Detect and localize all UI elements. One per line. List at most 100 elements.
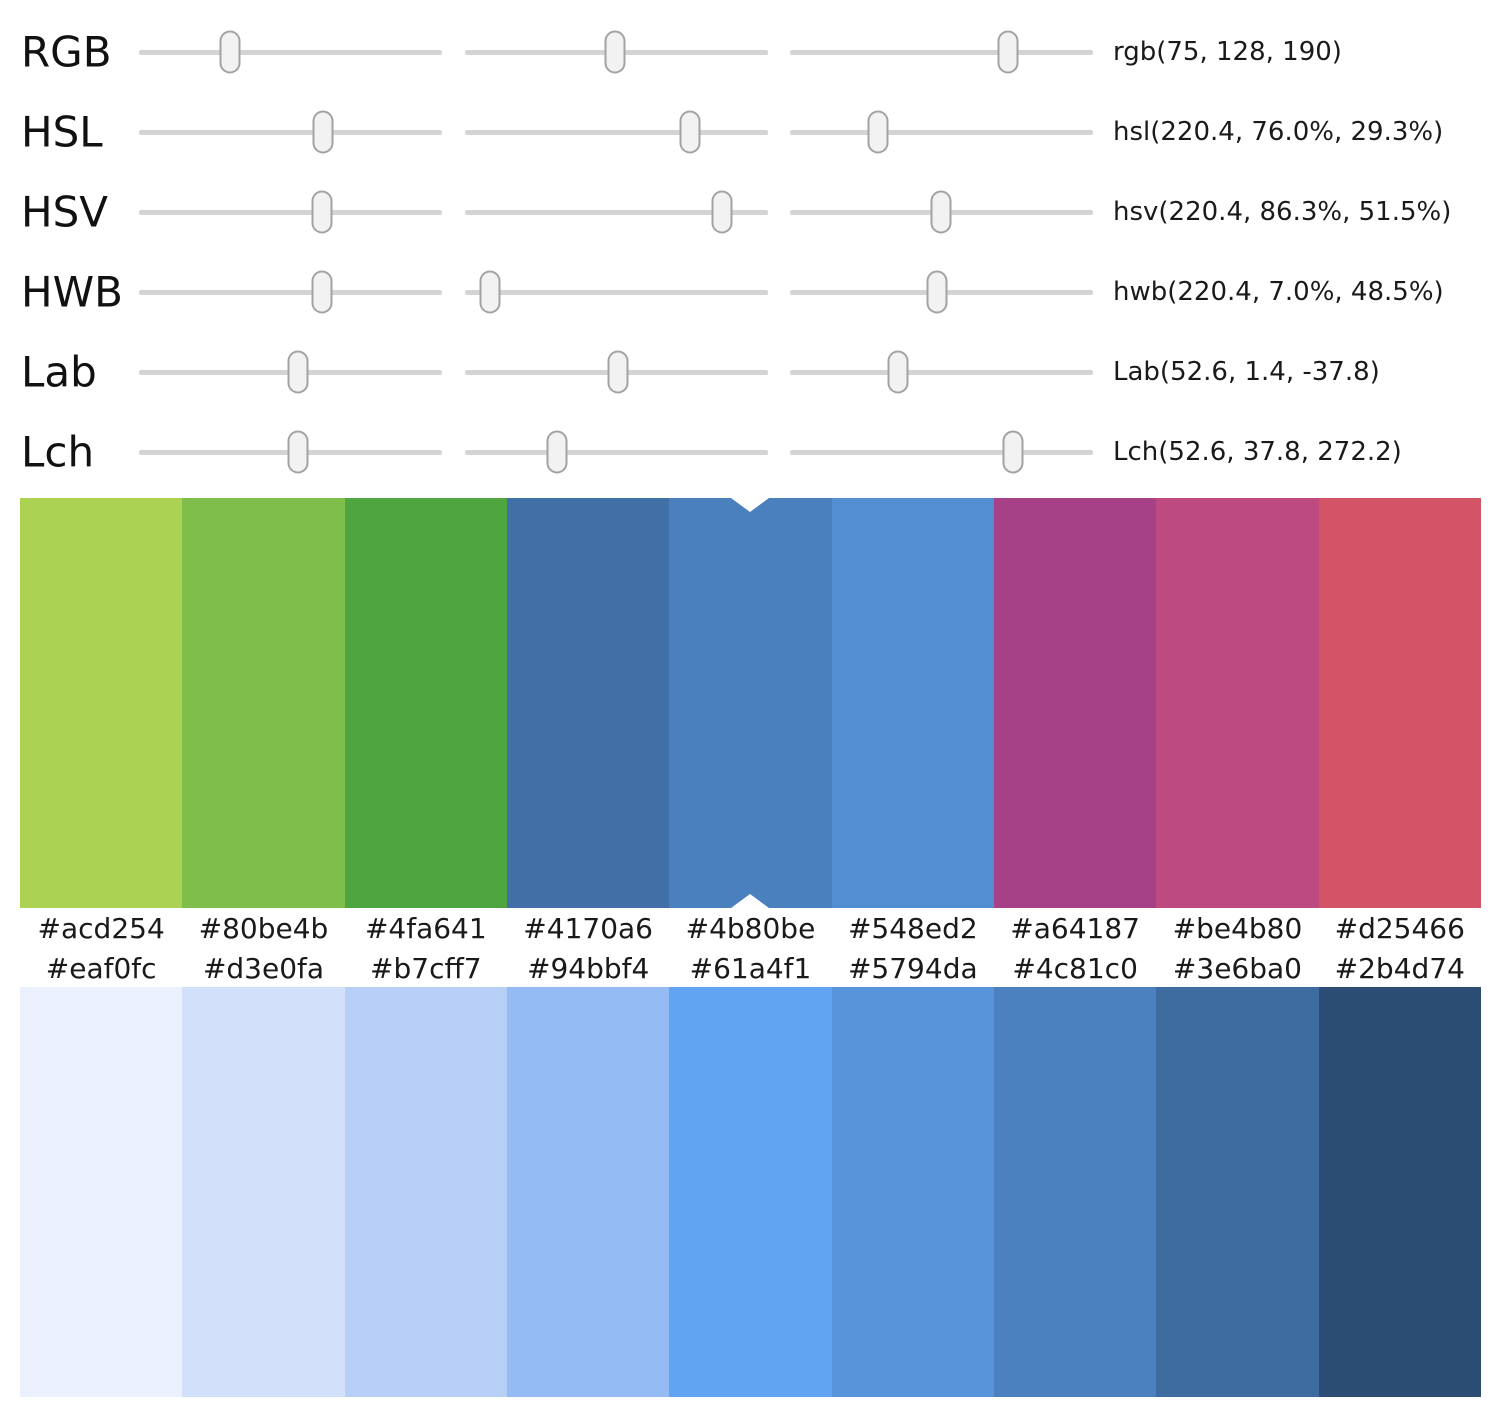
slider-thumb[interactable] [926, 270, 948, 314]
hex-code-label: #4170a6 [523, 912, 653, 945]
hex-code-label: #b7cff7 [370, 952, 482, 985]
slider-row-hsv: HSV hsv(220.4, 86.3%, 51.5%) [0, 172, 1501, 252]
slider-track[interactable] [790, 130, 1093, 135]
hwb-slider-1[interactable] [139, 252, 442, 332]
slider-track[interactable] [465, 210, 768, 215]
lab-slider-2[interactable] [465, 332, 768, 412]
hex-code-label: #61a4f1 [689, 952, 812, 985]
slider-track[interactable] [139, 290, 442, 295]
luminance-palette-swatch[interactable] [831, 987, 994, 1397]
slider-thumb[interactable] [711, 190, 733, 234]
slider-row-hwb: HWB hwb(220.4, 7.0%, 48.5%) [0, 252, 1501, 332]
hsl-slider-3[interactable] [790, 92, 1093, 172]
slider-row-hsl: HSL hsl(220.4, 76.0%, 29.3%) [0, 92, 1501, 172]
hex-code-label: #2b4d74 [1334, 952, 1465, 985]
slider-track[interactable] [465, 290, 768, 295]
lch-slider-2[interactable] [465, 412, 768, 492]
hex-code-label: #4fa641 [364, 912, 487, 945]
slider-thumb[interactable] [1002, 430, 1024, 474]
hwb-slider-3[interactable] [790, 252, 1093, 332]
luminance-palette-swatch[interactable] [506, 987, 670, 1397]
luminance-palette-swatch[interactable] [20, 987, 183, 1397]
slider-row-label-hsv: HSV [21, 187, 108, 237]
hex-code-label: #eaf0fc [45, 952, 157, 985]
slider-thumb[interactable] [604, 30, 626, 74]
slider-thumb[interactable] [887, 350, 909, 394]
slider-thumb[interactable] [997, 30, 1019, 74]
hsv-slider-3[interactable] [790, 172, 1093, 252]
slider-track[interactable] [139, 210, 442, 215]
rgb-slider-2[interactable] [465, 12, 768, 92]
slider-thumb[interactable] [311, 270, 333, 314]
slider-thumb[interactable] [679, 110, 701, 154]
hue-palette-swatch[interactable] [993, 498, 1157, 908]
hex-code-label: #d3e0fa [202, 952, 325, 985]
slider-track[interactable] [790, 450, 1093, 455]
slider-track[interactable] [465, 130, 768, 135]
slider-thumb[interactable] [930, 190, 952, 234]
hue-hex-code-row: #acd254 #80be4b #4fa641 #4170a6 #4b80be #548e… [20, 906, 1481, 952]
hue-palette-swatch[interactable] [506, 498, 670, 908]
slider-row-label-lab: Lab [21, 347, 97, 397]
slider-thumb[interactable] [287, 350, 309, 394]
rgb-slider-1[interactable] [139, 12, 442, 92]
hue-palette-strip [20, 498, 1481, 908]
hex-code-label: #a64187 [1010, 912, 1140, 945]
slider-thumb[interactable] [546, 430, 568, 474]
hex-code-label: #5794da [847, 952, 978, 985]
hex-code-label: #4b80be [685, 912, 816, 945]
hsv-slider-2[interactable] [465, 172, 768, 252]
slider-row-label-hsl: HSL [21, 107, 103, 157]
luminance-palette-strip [20, 987, 1481, 1397]
slider-thumb[interactable] [219, 30, 241, 74]
slider-row-rgb: RGB rgb(75, 128, 190) [0, 12, 1501, 92]
hex-code-label: #acd254 [37, 912, 165, 945]
slider-thumb[interactable] [479, 270, 501, 314]
hue-palette-swatch[interactable] [831, 498, 994, 908]
slider-row-label-rgb: RGB [21, 27, 112, 77]
slider-row-lab: Lab Lab(52.6, 1.4, -37.8) [0, 332, 1501, 412]
hex-code-label: #3e6ba0 [1172, 952, 1302, 985]
selection-notch-top [731, 498, 770, 512]
luminance-palette-swatch[interactable] [1156, 987, 1319, 1397]
slider-track[interactable] [139, 130, 442, 135]
hue-palette-swatch-selected[interactable] [669, 498, 832, 908]
hue-palette-swatch[interactable] [182, 498, 345, 908]
luminance-palette-swatch[interactable] [669, 987, 832, 1397]
slider-row-lch: Lch Lch(52.6, 37.8, 272.2) [0, 412, 1501, 492]
slider-thumb[interactable] [607, 350, 629, 394]
lab-slider-1[interactable] [139, 332, 442, 412]
hue-palette-swatch[interactable] [344, 498, 507, 908]
hex-code-label: #be4b80 [1172, 912, 1303, 945]
slider-track[interactable] [465, 450, 768, 455]
slider-thumb[interactable] [312, 110, 334, 154]
slider-track[interactable] [790, 50, 1093, 55]
hue-palette-swatch[interactable] [1318, 498, 1481, 908]
hsl-slider-1[interactable] [139, 92, 442, 172]
slider-value-label-rgb: rgb(75, 128, 190) [1113, 37, 1342, 67]
hue-palette-swatch[interactable] [20, 498, 183, 908]
hex-code-label: #80be4b [198, 912, 329, 945]
slider-value-label-hwb: hwb(220.4, 7.0%, 48.5%) [1113, 277, 1444, 307]
slider-track[interactable] [139, 50, 442, 55]
slider-track[interactable] [790, 370, 1093, 375]
slider-value-label-hsl: hsl(220.4, 76.0%, 29.3%) [1113, 117, 1444, 147]
slider-thumb[interactable] [867, 110, 889, 154]
luminance-palette-swatch[interactable] [182, 987, 345, 1397]
slider-thumb[interactable] [311, 190, 333, 234]
hwb-slider-2[interactable] [465, 252, 768, 332]
luminance-palette-swatch[interactable] [1318, 987, 1481, 1397]
hsv-slider-1[interactable] [139, 172, 442, 252]
hex-code-label: #548ed2 [847, 912, 978, 945]
slider-thumb[interactable] [287, 430, 309, 474]
lch-slider-1[interactable] [139, 412, 442, 492]
hsl-slider-2[interactable] [465, 92, 768, 172]
lch-slider-3[interactable] [790, 412, 1093, 492]
luminance-palette-swatch[interactable] [993, 987, 1157, 1397]
luminance-palette-swatch[interactable] [344, 987, 507, 1397]
slider-row-label-hwb: HWB [21, 267, 123, 317]
rgb-slider-3[interactable] [790, 12, 1093, 92]
hue-palette-swatch[interactable] [1156, 498, 1319, 908]
lab-slider-3[interactable] [790, 332, 1093, 412]
